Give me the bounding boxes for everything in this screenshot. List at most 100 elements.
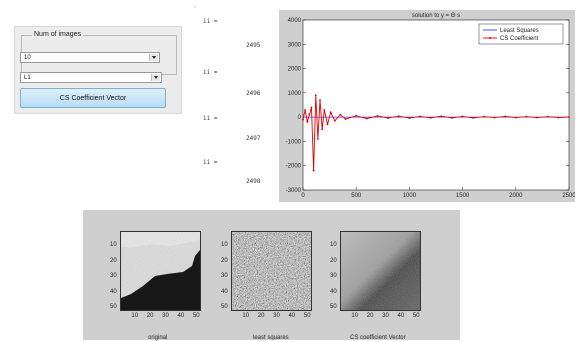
data-point: [525, 115, 528, 118]
num-images-dropdown[interactable]: 10: [20, 52, 160, 63]
chevron-down-icon[interactable]: [151, 74, 160, 81]
image-x-tick-label: 20: [366, 313, 374, 319]
image-figure: original least squares CS coefficient Ve…: [83, 210, 460, 341]
data-point: [451, 116, 453, 119]
data-point: [329, 111, 332, 114]
image-x-tick-label: 10: [131, 313, 139, 319]
original-image: [120, 231, 201, 311]
x-tick-label: 500: [351, 193, 362, 199]
x-tick-label: 2000: [509, 193, 523, 199]
image-x-tick-label: 50: [303, 313, 311, 319]
data-point: [344, 118, 347, 120]
data-point: [316, 138, 319, 140]
image-y-tick-label: 30: [330, 273, 337, 280]
x-tick-label: 2500: [562, 193, 575, 199]
image-x-tick-label: 20: [257, 313, 265, 319]
image-y-tick-label: 40: [221, 288, 228, 295]
image-x-tick-label: 20: [146, 313, 154, 319]
image-x-tick-label: 50: [192, 313, 200, 319]
data-point: [319, 99, 321, 102]
data-point: [557, 116, 560, 119]
least-squares-image: [231, 231, 312, 311]
data-point: [314, 94, 317, 97]
chevron-down-icon[interactable]: [149, 54, 158, 61]
y-tick-label: 1000: [288, 91, 302, 97]
cmd-var: ii =: [203, 69, 218, 76]
caption-cs-coefficient: CS coefficient Vector: [350, 335, 406, 341]
num-images-value: 10: [24, 55, 31, 61]
data-point: [546, 115, 549, 118]
y-tick-label: -2000: [286, 164, 302, 170]
image-x-tick-label: 40: [397, 313, 405, 319]
y-tick-label: 3000: [288, 42, 302, 48]
plot-figure: solution to y = Θ s 4000 3000 2000 1000 0 -100…: [279, 10, 575, 202]
data-point: [461, 115, 464, 118]
data-point: [365, 117, 368, 120]
x-tick-label: 1000: [403, 193, 417, 199]
data-point: [397, 115, 400, 118]
data-point: [308, 113, 311, 116]
cmd-var: ii =: [203, 115, 218, 122]
legend-label: CS Coefficient: [500, 36, 539, 42]
data-point: [408, 117, 411, 120]
legend-marker: [489, 37, 491, 39]
x-tick-label: 0: [301, 193, 305, 199]
data-point: [568, 116, 570, 119]
data-point: [440, 115, 443, 118]
cmd-value: 2496: [246, 90, 261, 97]
data-point: [429, 116, 432, 119]
image-y-tick-label: 20: [221, 257, 228, 264]
image-y-tick-label: 10: [221, 242, 228, 249]
command-window[interactable]: ii = 2495 ii = 2496 ii = 2497 ii = 2498: [194, 8, 276, 194]
data-point: [302, 118, 304, 121]
image-x-tick-label: 30: [273, 313, 280, 319]
image-y-tick-label: 20: [330, 257, 337, 264]
data-point: [326, 123, 329, 126]
data-point: [321, 128, 324, 131]
image-x-tick-label: 30: [162, 313, 169, 319]
cmd-var: ii =: [203, 159, 218, 166]
cs-coefficient-image: [340, 231, 421, 311]
image-y-tick-label: 10: [110, 242, 117, 249]
coefficient-plot: solution to y = Θ s 4000 3000 2000 1000 0 -100…: [286, 13, 575, 199]
data-point: [536, 116, 538, 119]
data-point: [355, 114, 358, 117]
y-tick-label: 4000: [288, 18, 302, 24]
cmd-value: 2498: [246, 178, 261, 185]
image-y-tick-label: 40: [110, 288, 117, 295]
num-images-label: Num of images: [32, 30, 84, 40]
data-point: [312, 169, 315, 172]
data-point: [504, 115, 507, 118]
caption-original: original: [148, 335, 168, 341]
plot-area: [302, 19, 570, 191]
legend-label: Least Squares: [500, 28, 539, 34]
image-x-tick-label: 30: [382, 313, 389, 319]
cmd-value: 2497: [246, 135, 261, 142]
image-x-tick-label: 50: [412, 313, 420, 319]
chart-title: solution to y = Θ s: [412, 13, 460, 19]
y-tick-label: 2000: [288, 67, 302, 73]
image-x-tick-label: 10: [351, 313, 359, 319]
data-point: [304, 108, 307, 111]
image-y-tick-label: 50: [221, 303, 228, 310]
data-point: [482, 115, 485, 118]
image-y-tick-label: 20: [110, 257, 117, 264]
data-point: [310, 106, 313, 109]
data-point: [334, 119, 336, 122]
image-y-tick-label: 30: [110, 273, 117, 280]
y-tick-label: -1000: [286, 139, 302, 145]
image-y-tick-label: 50: [330, 303, 337, 310]
data-point: [419, 115, 421, 118]
caption-least-squares: least squares: [253, 335, 289, 341]
image-x-tick-label: 10: [242, 313, 250, 319]
data-point: [376, 115, 379, 117]
cmd-value: 2495: [246, 42, 261, 49]
y-tick-label: 0: [298, 115, 302, 121]
method-dropdown[interactable]: L1: [20, 72, 162, 83]
data-point: [472, 116, 475, 119]
data-point: [323, 108, 326, 111]
data-point: [339, 113, 342, 116]
data-point: [493, 116, 496, 119]
image-y-tick-label: 40: [330, 288, 337, 295]
cs-coefficient-button[interactable]: CS Coefficient Vector: [20, 88, 166, 108]
